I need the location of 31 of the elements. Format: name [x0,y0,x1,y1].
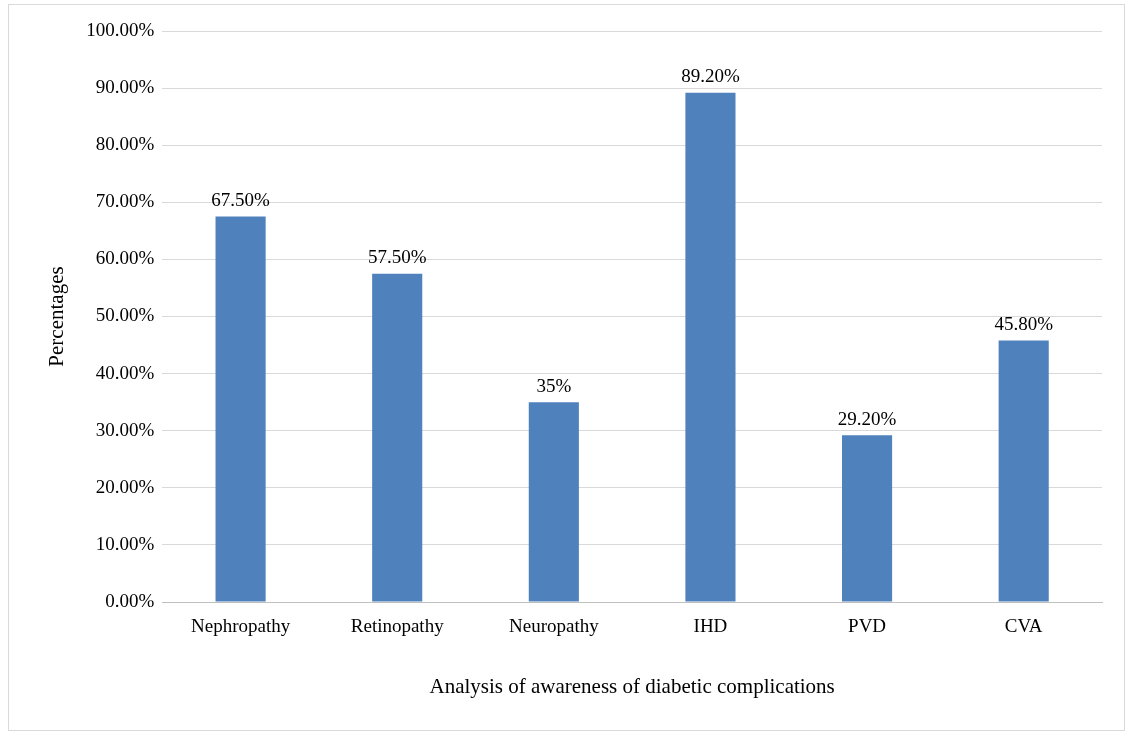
y-tick-label: 60.00% [95,247,155,269]
data-label: 57.50% [367,246,427,268]
y-tick-label: 10.00% [95,532,155,554]
data-label: 29.20% [837,407,897,429]
x-tick-label: Neuropathy [508,615,600,637]
data-label: 35% [536,374,572,396]
y-tick-label: 100.00% [86,18,155,40]
x-axis-title: Analysis of awareness of diabetic complications [429,673,835,698]
x-tick-label: IHD [693,615,728,637]
y-tick-label: 20.00% [95,475,155,497]
x-tick-label: PVD [848,615,887,637]
bar [685,92,736,602]
bar [215,216,266,602]
y-axis-title: Percentages [44,266,69,367]
x-tick-label: Nephropathy [190,615,291,637]
y-tick-label: 0.00% [105,589,155,611]
data-label: 45.80% [994,312,1054,334]
bar [842,435,893,602]
x-tick-label: CVA [1004,615,1043,637]
data-label: 89.20% [681,65,740,87]
x-tick-label: Retinopathy [350,615,445,637]
y-tick-label: 40.00% [95,361,155,383]
y-tick-label: 70.00% [95,190,155,212]
bar [998,340,1049,602]
data-label: 67.50% [211,189,271,211]
y-tick-label: 30.00% [95,418,155,440]
y-tick-label: 90.00% [95,76,155,98]
y-tick-label: 80.00% [95,133,155,155]
y-tick-label: 50.00% [95,304,155,326]
bar [372,273,423,602]
bar [528,402,579,602]
